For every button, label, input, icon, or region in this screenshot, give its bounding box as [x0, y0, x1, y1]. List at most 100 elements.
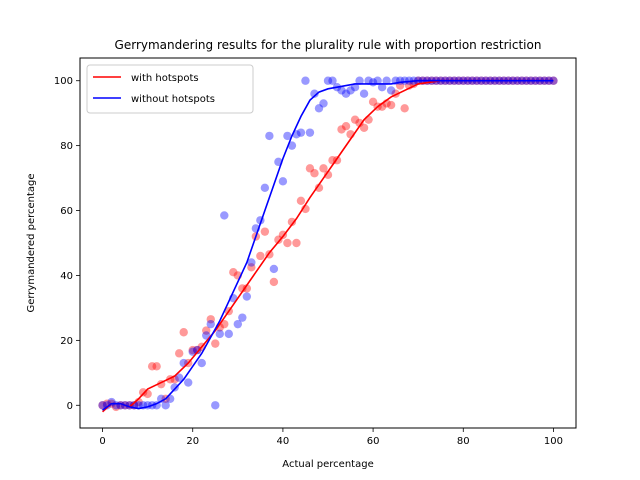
x-axis-label: Actual percentage: [282, 459, 373, 470]
data-point: [265, 131, 274, 141]
chart-title: Gerrymandering results for the plurality…: [115, 38, 542, 52]
data-point: [260, 183, 270, 193]
series-points-1: [98, 76, 558, 410]
data-point: [197, 358, 206, 368]
legend-entry: with hotspots: [131, 73, 199, 84]
data-point: [202, 331, 211, 340]
data-point: [215, 329, 224, 339]
data-point: [400, 104, 409, 113]
axis-ticks: 0 20 40 60 80 100 0 20 40 60 80 100: [54, 76, 563, 447]
y-tick-label: 20: [60, 336, 73, 347]
data-point: [233, 319, 243, 329]
data-point: [278, 177, 288, 186]
data-point: [310, 169, 319, 178]
data-point: [184, 378, 193, 387]
data-point: [220, 211, 229, 220]
data-point: [147, 362, 157, 371]
data-point: [260, 227, 270, 236]
data-point: [283, 131, 292, 141]
x-tick-label: 100: [544, 436, 563, 447]
data-point: [323, 170, 333, 180]
data-point: [305, 164, 315, 173]
data-point: [229, 268, 238, 277]
data-point: [170, 383, 179, 392]
x-tick-label: 40: [277, 436, 290, 447]
data-point: [337, 125, 346, 134]
data-point: [328, 76, 337, 85]
series-points-0: [98, 76, 558, 412]
legend: with hotspots without hotspots: [86, 64, 254, 114]
data-point: [206, 315, 215, 324]
data-point: [364, 115, 373, 124]
series-line-1: [102, 79, 554, 411]
data-point: [224, 329, 233, 339]
data-point: [165, 394, 175, 403]
data-point: [152, 362, 161, 371]
data-point: [247, 263, 256, 272]
y-tick-label: 40: [60, 271, 73, 282]
data-point: [283, 238, 292, 248]
data-point: [323, 76, 333, 85]
data-point: [188, 347, 197, 356]
y-tick-label: 0: [67, 401, 73, 412]
data-point: [350, 115, 360, 124]
data-point: [98, 401, 107, 410]
data-point: [143, 389, 152, 399]
data-point: [314, 183, 324, 193]
series-line-0: [102, 79, 554, 413]
data-point: [206, 319, 215, 329]
legend-entry: without hotspots: [131, 94, 215, 105]
data-point: [98, 401, 107, 410]
data-point: [242, 292, 252, 301]
data-point: [549, 76, 558, 85]
legend-box: [86, 64, 254, 114]
data-point: [319, 164, 328, 173]
data-point: [111, 402, 121, 412]
data-point: [301, 76, 310, 85]
data-point: [368, 97, 378, 107]
data-point: [274, 235, 283, 244]
data-point: [346, 86, 355, 95]
x-tick-label: 0: [99, 436, 105, 447]
data-point: [373, 76, 382, 85]
data-point: [188, 345, 197, 355]
data-point: [287, 217, 297, 227]
data-point: [247, 258, 256, 267]
data-point: [138, 388, 148, 397]
data-point: [319, 99, 328, 108]
data-point: [359, 89, 369, 98]
data-point: [179, 328, 188, 337]
data-point: [211, 401, 220, 410]
plot-frame: [79, 57, 577, 429]
data-point: [296, 196, 306, 206]
data-point: [337, 86, 346, 95]
data-point: [364, 76, 373, 85]
data-point: [292, 238, 301, 248]
data-point: [269, 264, 279, 274]
data-point: [269, 277, 279, 287]
data-point: [175, 373, 184, 382]
data-point: [296, 128, 306, 137]
data-point: [314, 104, 324, 113]
data-point: [355, 76, 364, 85]
data-point: [193, 345, 202, 355]
data-point: [305, 128, 315, 137]
data-point: [161, 401, 170, 410]
data-point: [238, 284, 247, 293]
x-tick-label: 80: [457, 436, 470, 447]
data-point: [238, 313, 247, 322]
plot-area: [98, 76, 558, 413]
x-tick-label: 60: [367, 436, 380, 447]
data-point: [193, 345, 202, 355]
y-tick-label: 80: [60, 141, 73, 152]
data-point: [102, 401, 112, 410]
data-point: [549, 76, 558, 85]
data-point: [242, 284, 252, 293]
data-point: [175, 349, 184, 358]
data-point: [256, 251, 265, 261]
data-point: [341, 121, 351, 131]
data-point: [287, 141, 297, 150]
x-tick-label: 20: [186, 436, 199, 447]
y-tick-label: 60: [60, 206, 73, 217]
